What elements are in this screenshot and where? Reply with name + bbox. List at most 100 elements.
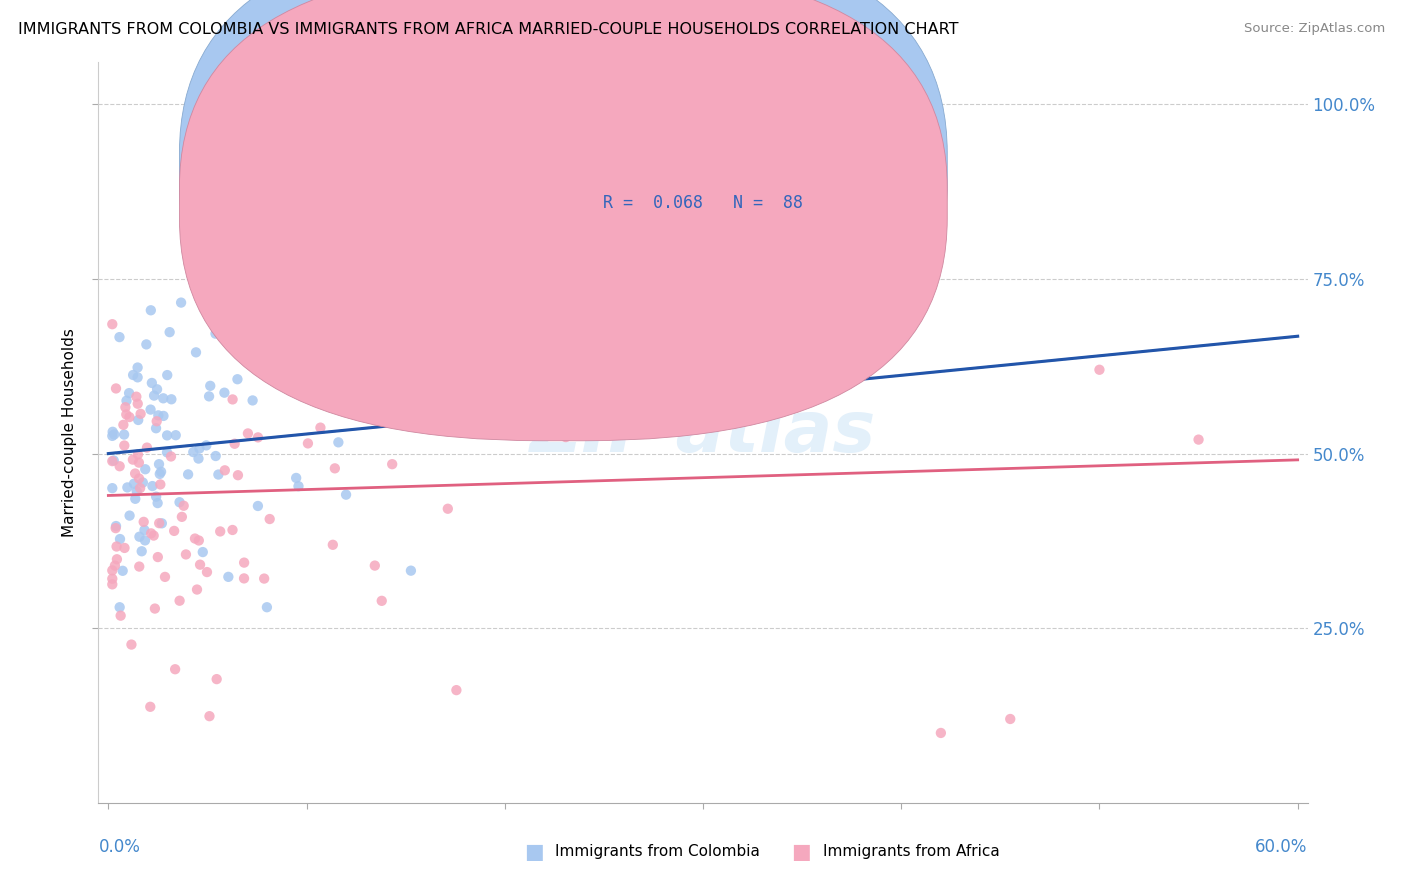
Point bbox=[148, 516, 170, 531]
Point bbox=[105, 381, 128, 395]
Point bbox=[191, 545, 214, 559]
Point bbox=[131, 544, 153, 558]
Point bbox=[364, 558, 387, 573]
Point bbox=[184, 532, 207, 546]
Point bbox=[399, 564, 422, 578]
Point bbox=[117, 480, 139, 494]
Point bbox=[122, 368, 145, 382]
Point bbox=[122, 452, 145, 467]
Point bbox=[145, 490, 167, 504]
Point bbox=[134, 533, 156, 548]
Point bbox=[226, 372, 249, 386]
Text: R =  0.068   N =  88: R = 0.068 N = 88 bbox=[603, 194, 803, 212]
Point bbox=[309, 420, 332, 434]
Point bbox=[214, 463, 236, 477]
Point bbox=[929, 726, 952, 740]
Point bbox=[115, 393, 138, 408]
Point bbox=[103, 453, 125, 467]
Point bbox=[101, 454, 124, 468]
Point bbox=[129, 407, 152, 421]
Point bbox=[127, 370, 149, 384]
Point bbox=[243, 223, 266, 237]
Point bbox=[108, 600, 131, 615]
Point bbox=[127, 413, 149, 427]
Point bbox=[101, 481, 124, 495]
Point bbox=[554, 430, 576, 444]
Point bbox=[221, 392, 243, 407]
Point bbox=[108, 330, 131, 344]
Point bbox=[149, 467, 172, 481]
Point bbox=[115, 408, 138, 422]
Point bbox=[195, 438, 218, 452]
Point bbox=[105, 540, 128, 554]
Point bbox=[204, 326, 226, 341]
Point bbox=[422, 393, 444, 408]
Point bbox=[214, 385, 236, 400]
Point bbox=[322, 538, 344, 552]
Point bbox=[184, 345, 207, 359]
Point bbox=[224, 436, 246, 450]
Point bbox=[170, 509, 193, 524]
Point bbox=[287, 479, 309, 493]
Point bbox=[114, 541, 136, 555]
Point bbox=[259, 512, 281, 526]
Point bbox=[120, 638, 142, 652]
Point bbox=[195, 565, 218, 579]
FancyBboxPatch shape bbox=[180, 0, 948, 441]
Point bbox=[101, 425, 124, 439]
Point bbox=[105, 519, 128, 533]
Text: Source: ZipAtlas.com: Source: ZipAtlas.com bbox=[1244, 22, 1385, 36]
Point bbox=[101, 429, 124, 443]
Point bbox=[127, 397, 149, 411]
Point bbox=[236, 426, 259, 441]
Point bbox=[153, 570, 176, 584]
Point bbox=[233, 571, 256, 585]
Point bbox=[188, 442, 211, 456]
Point bbox=[124, 467, 146, 481]
Point bbox=[200, 379, 222, 393]
Point bbox=[143, 389, 166, 403]
Point bbox=[170, 295, 193, 310]
Point bbox=[101, 563, 124, 577]
Point bbox=[344, 282, 367, 296]
Point bbox=[136, 441, 159, 455]
Point bbox=[128, 456, 150, 470]
FancyBboxPatch shape bbox=[522, 136, 897, 229]
Point bbox=[101, 317, 124, 331]
Point bbox=[112, 438, 135, 452]
Point bbox=[104, 558, 127, 573]
Point bbox=[156, 368, 179, 382]
Point bbox=[139, 526, 162, 541]
Point bbox=[165, 428, 187, 442]
Point bbox=[150, 516, 173, 531]
Point bbox=[104, 521, 127, 535]
Y-axis label: Married-couple Households: Married-couple Households bbox=[62, 328, 77, 537]
Point bbox=[148, 457, 170, 471]
Point bbox=[149, 477, 172, 491]
Point bbox=[246, 430, 269, 444]
Point bbox=[146, 550, 169, 565]
Text: R =  0.159   N =  81: R = 0.159 N = 81 bbox=[603, 160, 803, 178]
Text: Immigrants from Africa: Immigrants from Africa bbox=[823, 845, 1000, 859]
Point bbox=[173, 499, 195, 513]
Point bbox=[156, 428, 179, 442]
Point bbox=[111, 564, 134, 578]
Point bbox=[148, 409, 170, 423]
Point bbox=[112, 427, 135, 442]
Point bbox=[132, 475, 155, 490]
Point bbox=[242, 393, 264, 408]
Point bbox=[152, 392, 174, 406]
Point bbox=[142, 528, 165, 542]
Point bbox=[135, 337, 157, 351]
Point bbox=[132, 515, 155, 529]
Point bbox=[146, 382, 169, 396]
Point bbox=[370, 401, 392, 416]
Point bbox=[1000, 712, 1022, 726]
Point bbox=[139, 303, 162, 318]
Point bbox=[125, 484, 148, 499]
Point bbox=[323, 393, 346, 408]
Text: Immigrants from Colombia: Immigrants from Colombia bbox=[555, 845, 761, 859]
Point bbox=[118, 410, 141, 425]
Point bbox=[141, 479, 163, 493]
Point bbox=[253, 572, 276, 586]
